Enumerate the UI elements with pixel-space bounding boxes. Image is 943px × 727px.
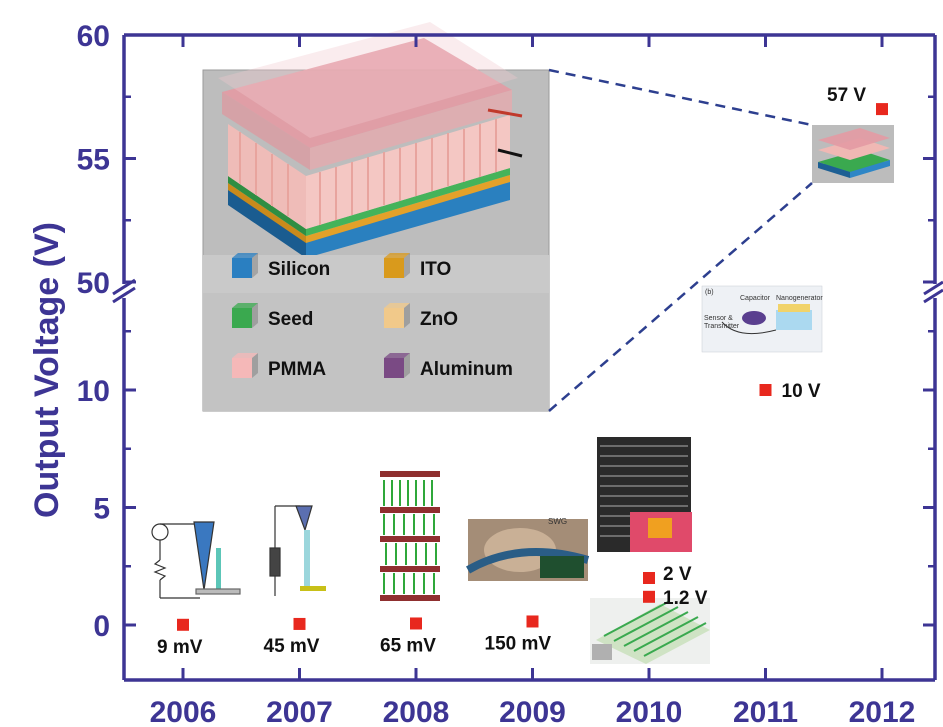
legend-label: Aluminum <box>420 359 513 380</box>
y-tick-label: 5 <box>93 493 110 526</box>
x-tick-label: 2008 <box>383 696 450 727</box>
data-label: 150 mV <box>485 633 552 654</box>
circuit-inset-2006 <box>140 521 255 614</box>
data-point <box>643 590 655 603</box>
data-point <box>526 615 539 628</box>
x-tick-label: 2007 <box>266 696 333 727</box>
grid-inset-2010 <box>590 598 710 664</box>
legend-swatch-ito <box>384 253 410 278</box>
inset-connector-top <box>548 68 813 127</box>
y-tick-label: 55 <box>77 144 110 177</box>
x-ticks: 2006 2007 2008 2009 2010 2011 2012 <box>150 35 916 727</box>
inset-2011-label-3: Sensor & <box>704 315 733 322</box>
legend-entries: Silicon ITO Seed ZnO PMMA Aluminum <box>232 253 513 380</box>
x-tick-label: 2012 <box>849 696 916 727</box>
circuit-inset-2007 <box>262 500 350 608</box>
y-ticks: 0 5 10 50 55 60 <box>77 20 935 643</box>
data-point <box>876 103 888 116</box>
device-inset-2012 <box>202 22 550 412</box>
y-axis-title: Output Voltage (V) <box>28 222 66 518</box>
y-tick-label: 60 <box>77 20 110 53</box>
data-point <box>643 572 655 584</box>
data-point <box>410 617 422 630</box>
data-label: 9 mV <box>157 637 203 658</box>
y-tick-label: 50 <box>77 267 110 300</box>
device-inset-2011: (b) Capacitor Nanogenerator Sensor & Tra… <box>701 285 823 353</box>
data-label: 2 V <box>663 564 692 585</box>
inset-2011-label-0: (b) <box>705 289 714 296</box>
legend-label: ITO <box>420 259 451 280</box>
legend-swatch-seed <box>232 303 258 328</box>
data-point <box>759 384 772 396</box>
data-labels: 9 mV 45 mV 65 mV 150 mV 1.2 V 2 V 10 V 57 V <box>157 85 866 658</box>
inset-legend <box>203 255 549 411</box>
inset-2011-label-1: Capacitor <box>740 295 771 302</box>
x-tick-label: 2010 <box>616 696 683 727</box>
inset-connector-bottom <box>548 182 813 412</box>
legend-label: Silicon <box>268 259 330 280</box>
legend-label: Seed <box>268 309 313 330</box>
data-point <box>293 617 306 630</box>
data-markers <box>177 103 888 631</box>
legend-swatch-pmma <box>232 353 258 378</box>
stack-inset-2008 <box>379 468 441 606</box>
legend-swatch-aluminum <box>384 353 410 378</box>
inset-2011-label-2: Nanogenerator <box>776 295 823 302</box>
inset-2009-label: SWG <box>548 517 567 526</box>
inset-2011-label-4: Transmitter <box>704 323 740 330</box>
data-label: 57 V <box>827 85 866 106</box>
legend-label: ZnO <box>420 309 458 330</box>
data-label: 10 V <box>782 381 821 402</box>
x-tick-label: 2011 <box>733 696 798 727</box>
device-inset-2012-small <box>812 125 894 183</box>
legend-swatch-zno <box>384 303 410 328</box>
data-point <box>177 618 189 631</box>
data-label: 1.2 V <box>663 588 708 609</box>
legend-swatch-silicon <box>232 253 258 278</box>
data-label: 45 mV <box>264 636 320 657</box>
x-tick-label: 2009 <box>499 696 566 727</box>
legend-label: PMMA <box>268 359 326 380</box>
y-tick-label: 10 <box>77 375 110 408</box>
sem-inset-2010 <box>597 437 692 552</box>
y-tick-label: 0 <box>93 610 110 643</box>
data-label: 65 mV <box>380 635 436 656</box>
x-tick-label: 2006 <box>150 696 217 727</box>
photo-inset-2009: SWG <box>466 517 590 581</box>
